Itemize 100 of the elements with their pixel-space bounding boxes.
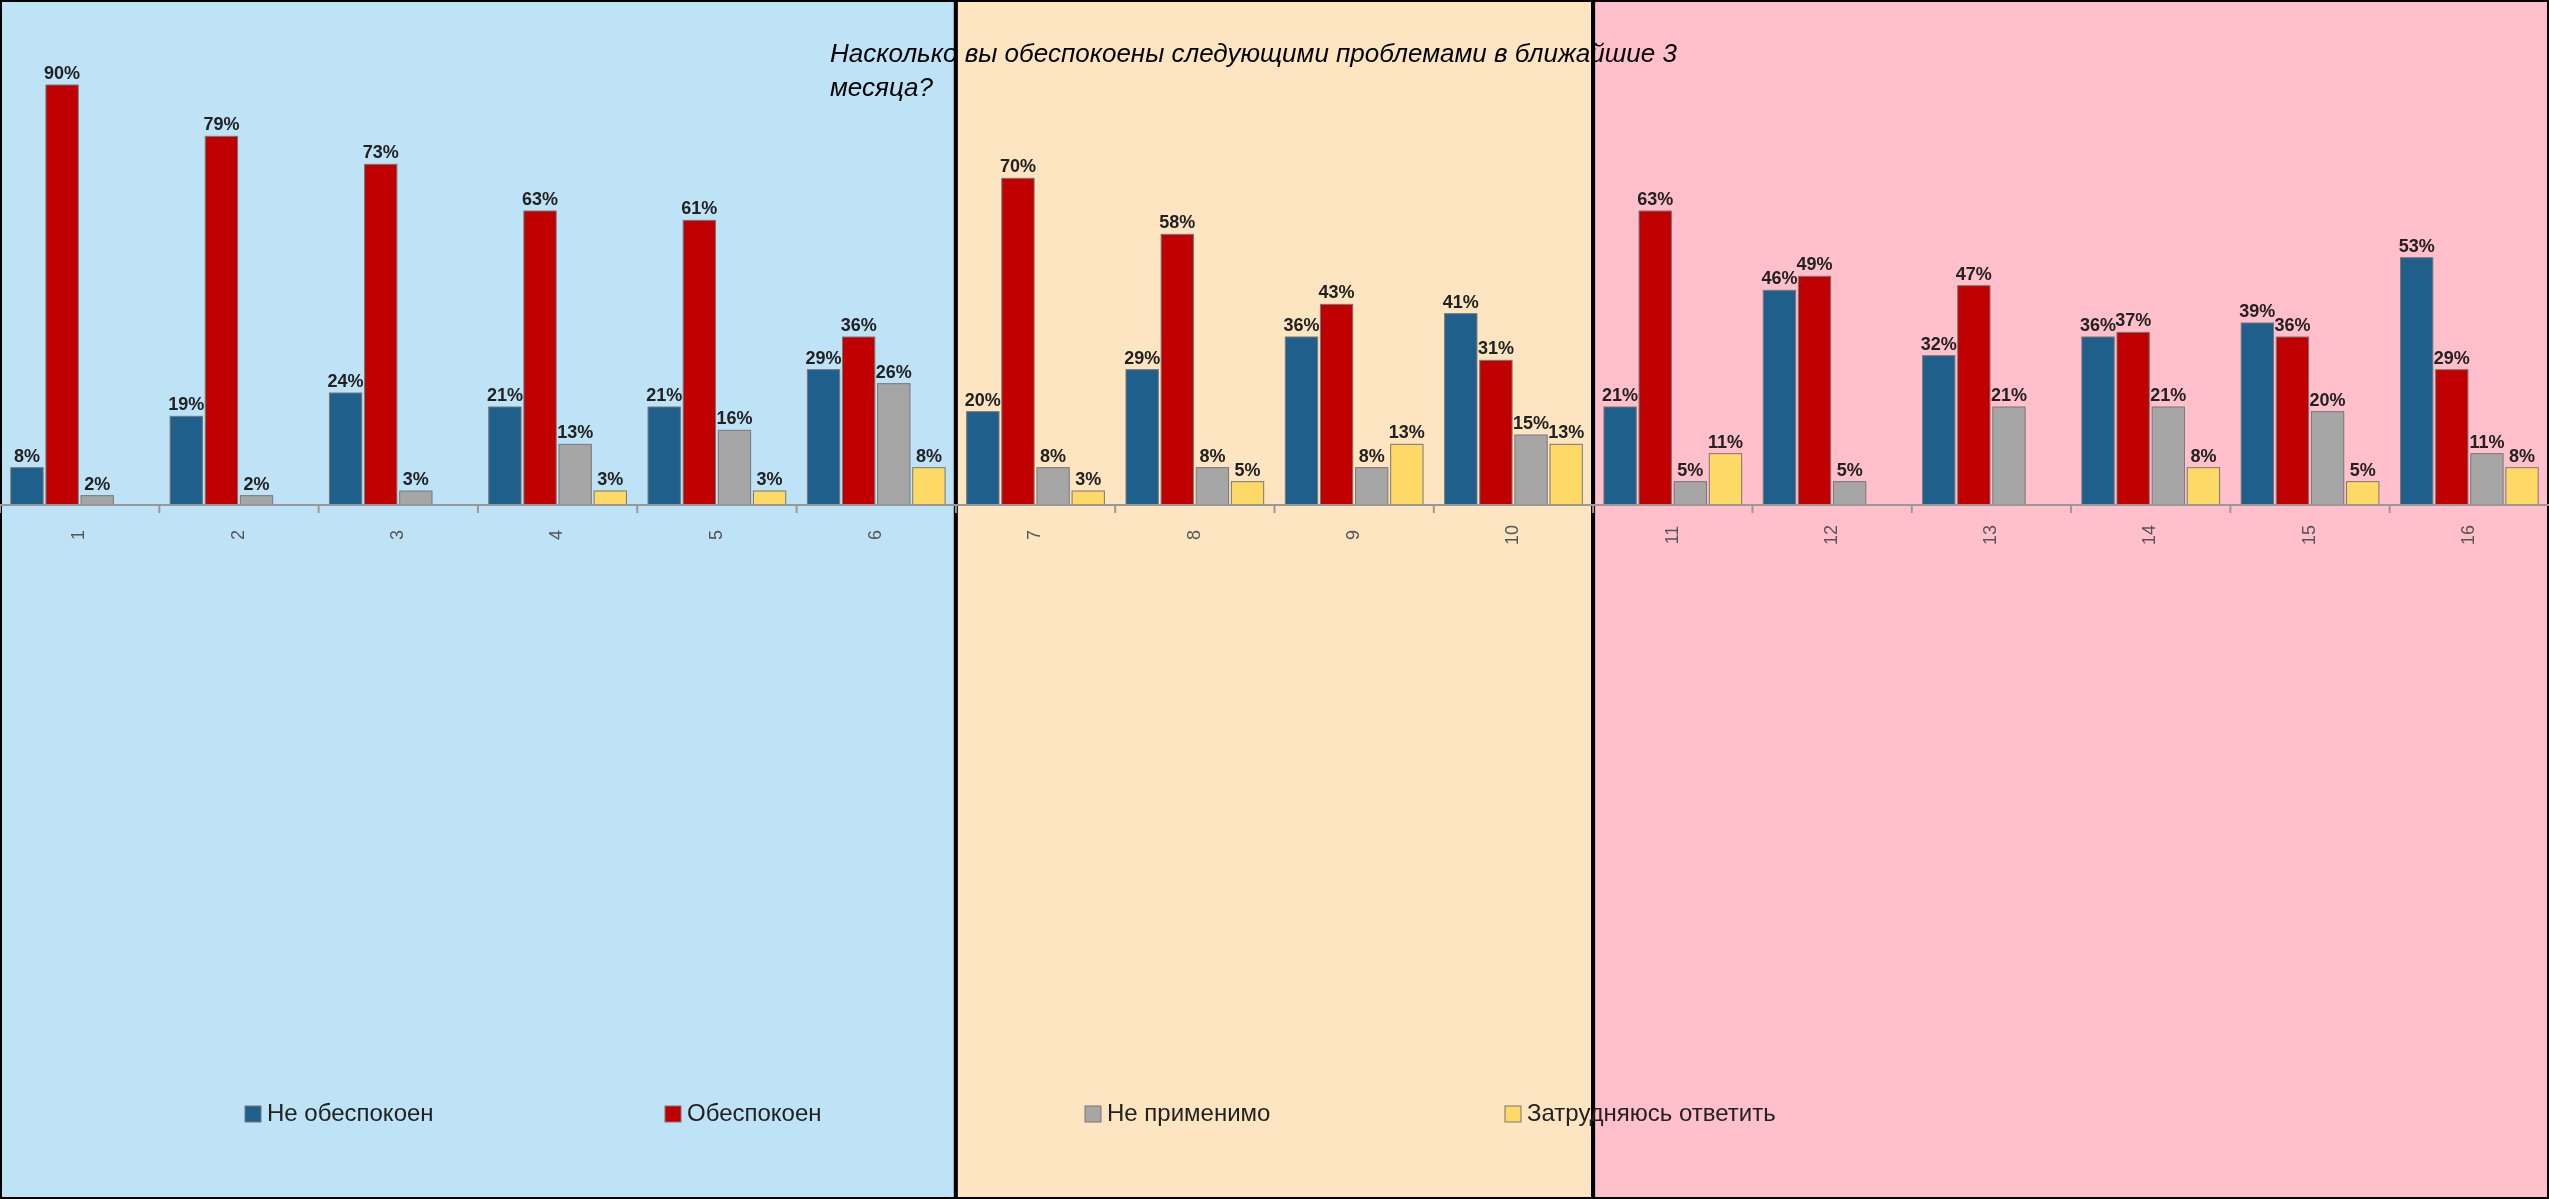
- data-label: 11%: [1707, 431, 1743, 452]
- data-label: 2%: [84, 473, 111, 494]
- bar: [1797, 275, 1832, 506]
- data-label: 8%: [1199, 445, 1226, 466]
- data-label: 49%: [1796, 254, 1833, 275]
- bar: [169, 415, 203, 506]
- data-label: 79%: [203, 114, 240, 135]
- data-label: 31%: [1477, 338, 1514, 359]
- data-label: 3%: [1075, 469, 1102, 489]
- data-label: 70%: [999, 156, 1036, 177]
- data-label: 20%: [2309, 389, 2346, 410]
- data-label: 41%: [1442, 291, 1479, 312]
- bar: [2346, 481, 2380, 506]
- legend-label: Обеспокоен: [687, 1099, 822, 1126]
- data-label: 5%: [2349, 459, 2376, 480]
- legend-label: Не обеспокоен: [267, 1099, 434, 1126]
- data-label: 24%: [327, 371, 364, 391]
- data-label: 26%: [875, 361, 912, 382]
- data-label: 61%: [681, 198, 718, 219]
- data-label: 16%: [716, 408, 753, 429]
- bar: [717, 429, 752, 506]
- data-label: 58%: [1159, 212, 1196, 233]
- x-tick-label: 3: [387, 529, 408, 541]
- data-label: 13%: [1548, 422, 1585, 443]
- data-label: 36%: [2274, 315, 2311, 335]
- data-label: 21%: [646, 385, 683, 405]
- x-tick-label: 2: [227, 529, 248, 541]
- data-label: 5%: [1234, 459, 1261, 480]
- x-tick-label: 9: [1342, 529, 1363, 541]
- data-label: 29%: [1124, 347, 1161, 368]
- x-tick-label: 14: [2139, 524, 2160, 546]
- data-label: 5%: [1677, 459, 1704, 480]
- data-label: 8%: [13, 445, 40, 466]
- bar: [752, 490, 787, 506]
- data-label: 47%: [1955, 263, 1992, 284]
- data-label: 39%: [2239, 301, 2276, 321]
- data-label: 46%: [1761, 268, 1798, 289]
- x-tick-label: 5: [705, 529, 726, 541]
- bar: [1833, 481, 1867, 506]
- data-label: 29%: [2433, 347, 2470, 368]
- x-tick-label: 16: [2458, 524, 2479, 546]
- legend-label: Не применимо: [1107, 1099, 1271, 1126]
- x-tick-label: 1: [68, 529, 89, 541]
- data-label: 8%: [1040, 445, 1067, 466]
- x-tick-label: 8: [1183, 529, 1204, 541]
- x-tick-label: 7: [1024, 529, 1045, 541]
- data-label: 36%: [2080, 315, 2117, 335]
- data-label: 20%: [964, 389, 1001, 410]
- data-label: 8%: [2190, 445, 2217, 466]
- data-label: 90%: [44, 63, 81, 83]
- x-tick-label: 15: [2298, 524, 2319, 546]
- bar: [204, 135, 239, 506]
- data-label: 8%: [915, 445, 942, 466]
- data-label: 21%: [486, 385, 523, 405]
- bar: [328, 392, 363, 506]
- data-label: 73%: [362, 142, 399, 163]
- bar: [1284, 336, 1319, 506]
- x-tick-label: 4: [546, 529, 567, 541]
- data-label: 21%: [2150, 385, 2187, 405]
- data-label: 5%: [1836, 459, 1863, 480]
- data-label: 21%: [1990, 385, 2027, 405]
- data-label: 63%: [1637, 189, 1674, 209]
- data-label: 53%: [2398, 235, 2435, 256]
- bar: [1195, 467, 1230, 506]
- bar: [1708, 453, 1743, 506]
- bar: [647, 406, 681, 506]
- data-label: 11%: [2469, 431, 2505, 452]
- x-tick-label: 13: [1980, 524, 2001, 546]
- data-label: 36%: [1283, 315, 1320, 335]
- data-label: 13%: [1388, 422, 1425, 443]
- bar: [1762, 289, 1797, 506]
- bar: [806, 369, 841, 506]
- bar: [2400, 257, 2434, 506]
- data-label: 3%: [597, 469, 624, 489]
- bar: [1230, 481, 1265, 506]
- bar: [2240, 322, 2275, 506]
- data-label: 8%: [1358, 445, 1385, 466]
- data-label: 37%: [2115, 310, 2152, 331]
- x-tick-label: 11: [1661, 525, 1682, 545]
- data-label: 3%: [756, 469, 783, 489]
- bar: [2275, 336, 2310, 506]
- bar: [842, 336, 876, 506]
- bar: [1673, 481, 1708, 506]
- bar: [1319, 303, 1354, 506]
- data-label: 63%: [522, 189, 559, 209]
- data-label: 32%: [1920, 333, 1957, 354]
- x-tick-label: 12: [1820, 524, 1841, 546]
- x-tick-label: 6: [864, 529, 885, 541]
- data-label: 13%: [557, 422, 594, 443]
- bar: [2186, 467, 2221, 506]
- data-label: 8%: [2509, 445, 2536, 466]
- x-tick-label: 10: [1502, 524, 1523, 546]
- data-label: 3%: [402, 469, 429, 489]
- data-label: 36%: [840, 315, 877, 335]
- data-label: 19%: [168, 394, 205, 415]
- data-label: 43%: [1318, 282, 1355, 303]
- data-label: 21%: [1602, 385, 1639, 405]
- data-label: 2%: [243, 473, 270, 494]
- bar: [2310, 411, 2345, 506]
- data-label: 15%: [1513, 413, 1550, 433]
